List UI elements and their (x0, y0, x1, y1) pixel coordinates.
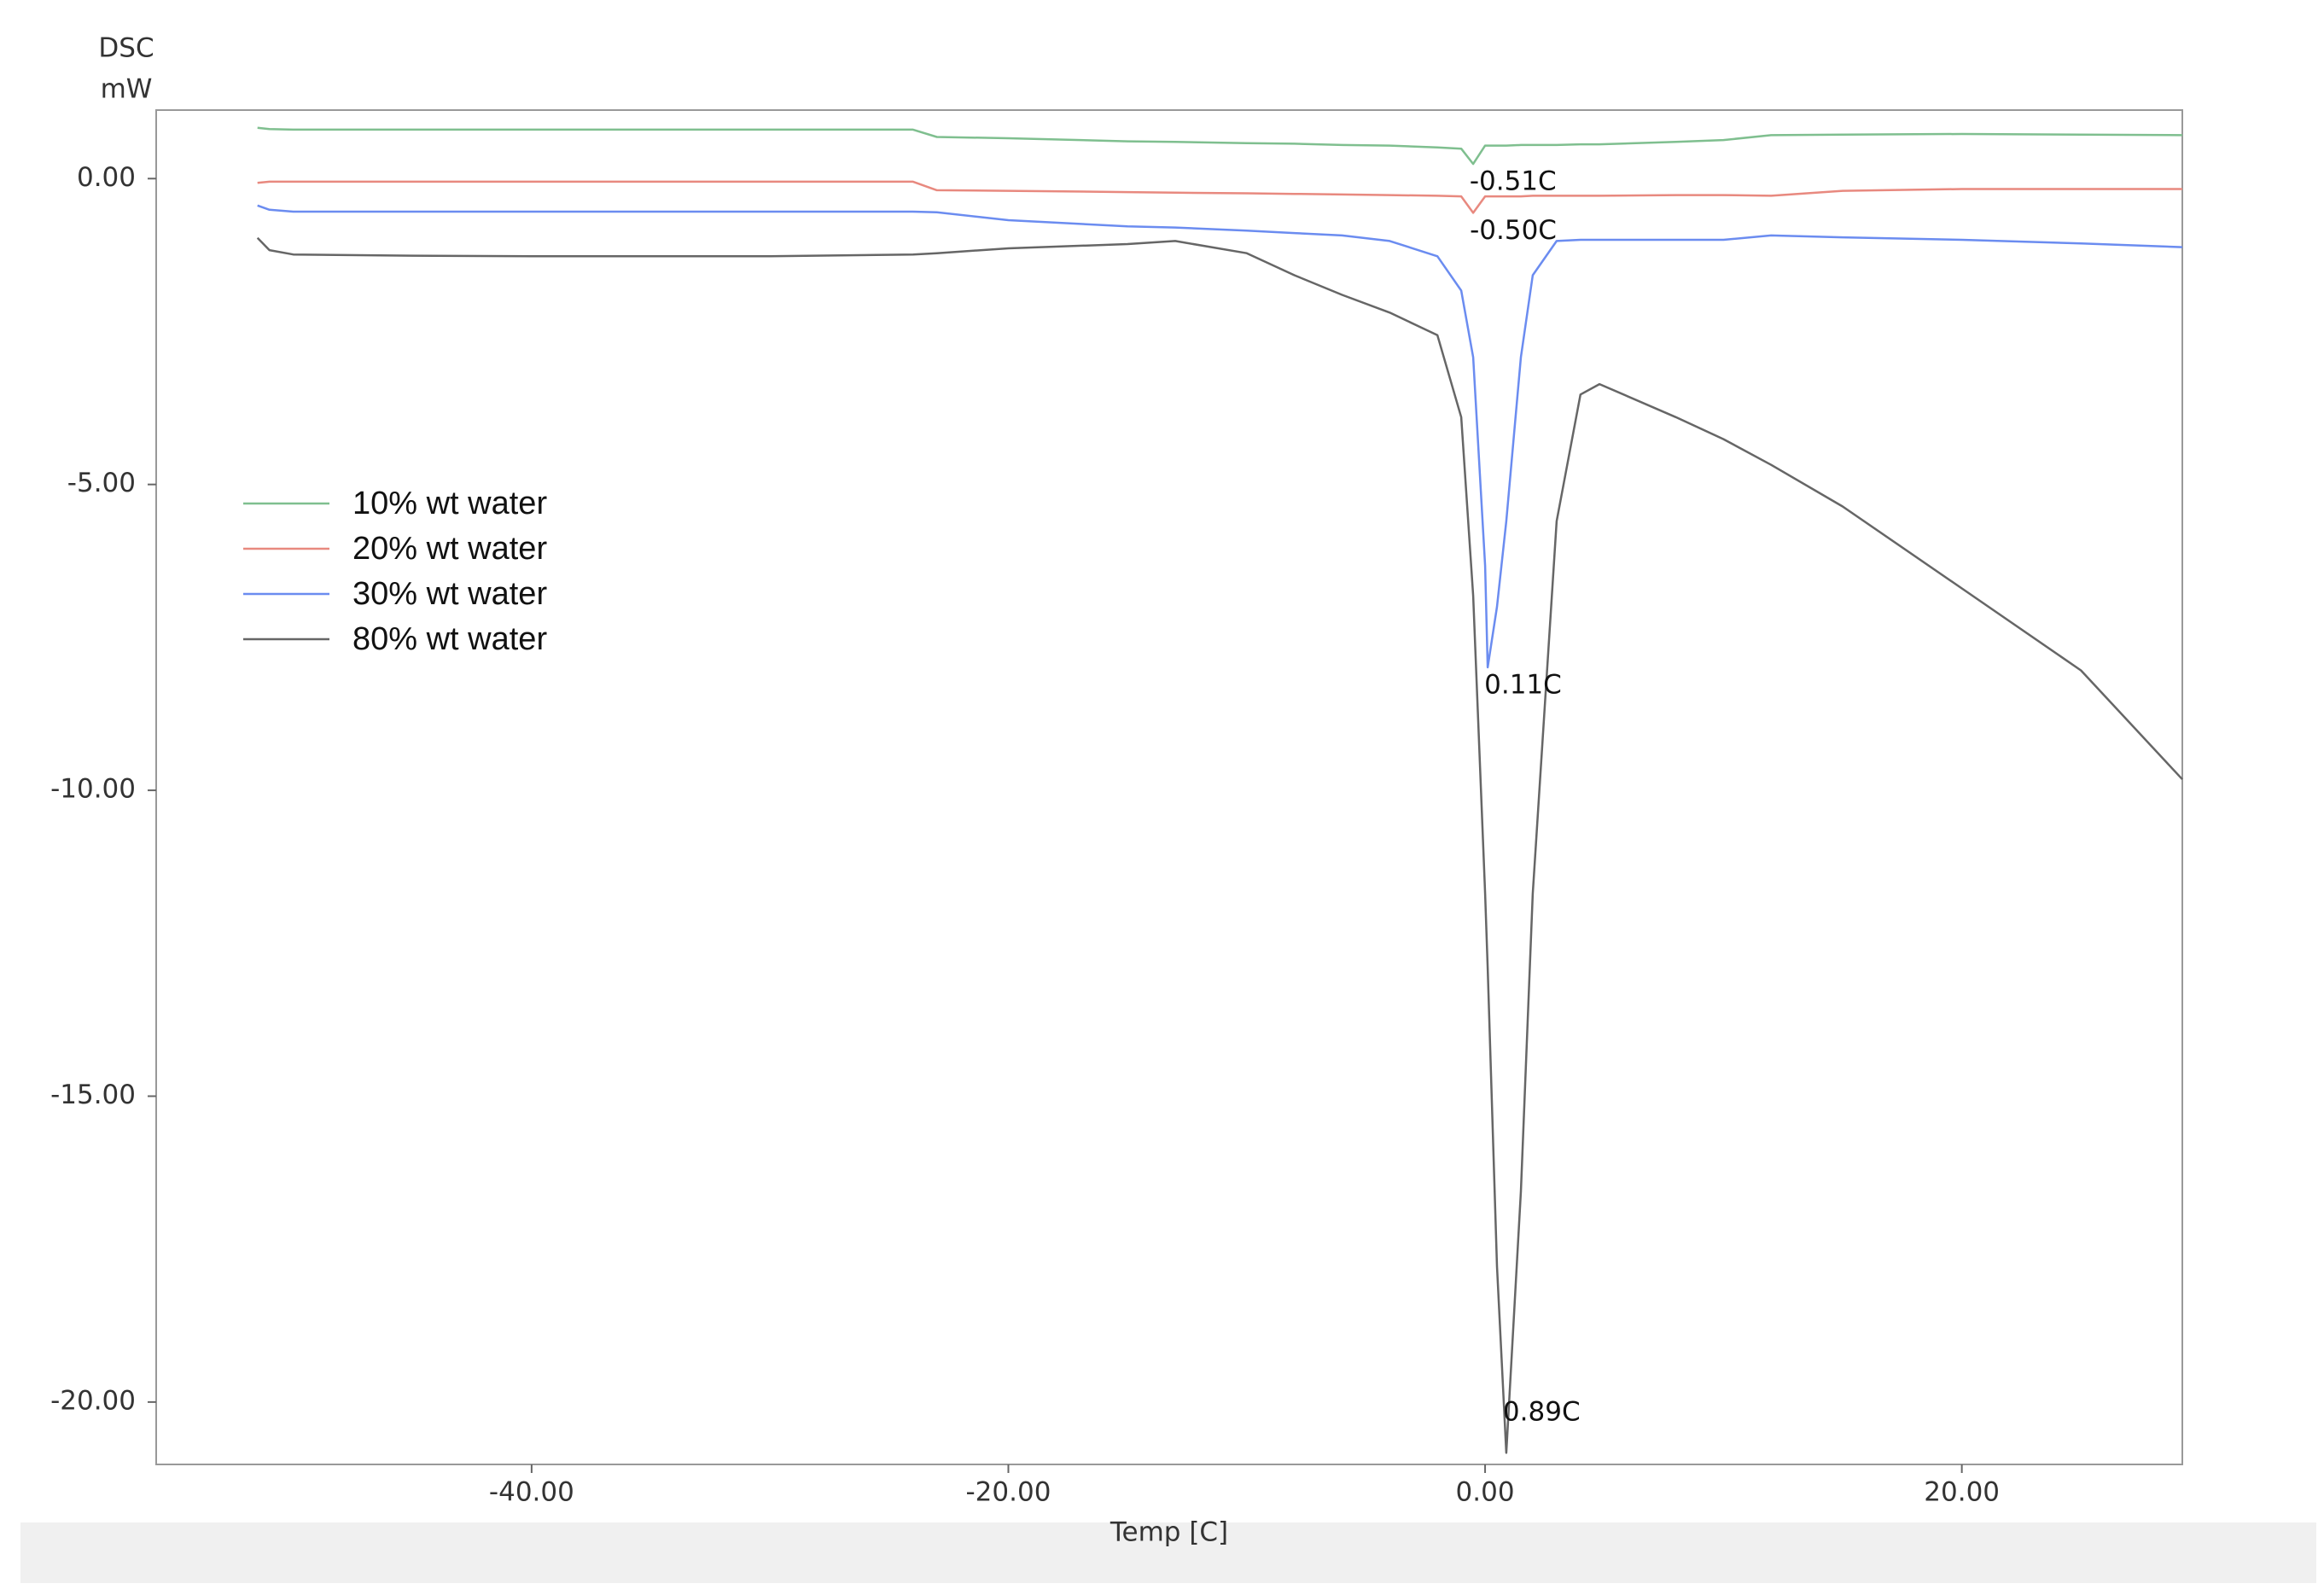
y-tick-label: 0.00 (77, 162, 136, 193)
y-tick-label: -15.00 (50, 1080, 136, 1110)
y-tick-label: -20.00 (50, 1385, 136, 1416)
y-tick-label: -10.00 (50, 774, 136, 805)
footer-bar (20, 1522, 2316, 1583)
peak-annotation: 0.89C (1503, 1397, 1581, 1428)
x-axis-label: Temp [C] (1110, 1517, 1228, 1548)
peak-annotation: 0.11C (1484, 670, 1562, 701)
series-line (257, 126, 2183, 166)
series-line (257, 204, 2183, 669)
legend: 10% wt water 20% wt water 30% wt water 80% … (243, 486, 547, 657)
plot-frame (155, 109, 2183, 1465)
x-tick-label: 20.00 (1924, 1477, 2000, 1508)
y-axis-unit: mW (101, 74, 153, 105)
legend-label: 30% wt water (352, 576, 547, 612)
x-tick-label: -20.00 (966, 1477, 1051, 1508)
legend-label: 20% wt water (352, 531, 547, 567)
x-tick-label: 0.00 (1456, 1477, 1515, 1508)
y-tick-label: -5.00 (67, 468, 136, 498)
series-line (257, 180, 2182, 214)
y-axis-label: DSC (98, 33, 154, 64)
peak-annotation: -0.51C (1470, 166, 1557, 197)
legend-label: 10% wt water (352, 486, 547, 521)
legend-label: 80% wt water (352, 621, 547, 657)
series-line (256, 236, 2183, 1454)
x-tick-label: -40.00 (489, 1477, 574, 1508)
peak-annotation: -0.50C (1470, 215, 1557, 246)
